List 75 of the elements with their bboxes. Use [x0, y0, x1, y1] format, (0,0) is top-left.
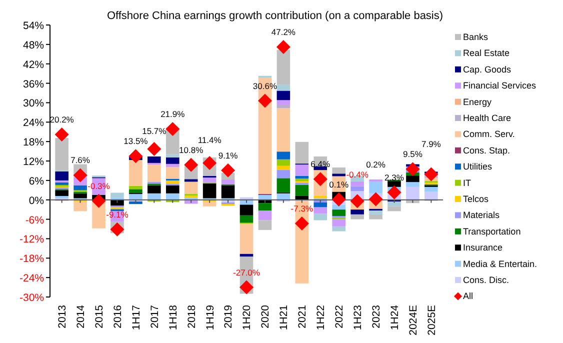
legend-label: Health Care — [463, 113, 512, 123]
data-label: -7.3% — [290, 203, 314, 214]
y-tick-label: 36% — [22, 78, 44, 90]
data-label: 2.3% — [384, 172, 404, 182]
data-label: 6.4% — [310, 159, 330, 170]
y-tick-label: 30% — [22, 98, 44, 110]
y-tick-label: 24% — [22, 117, 44, 130]
data-label: -0.3% — [88, 180, 110, 191]
data-label: 47.2% — [271, 27, 296, 38]
data-label: -0.4% — [346, 170, 369, 180]
legend-label: Real Estate — [463, 48, 510, 58]
x-tick-label: 1H18 — [167, 304, 180, 330]
legend-label: Transportation — [463, 226, 521, 236]
legend-label: Media & Entertain. — [463, 258, 538, 269]
y-tick-label: 48% — [22, 39, 44, 52]
x-tick-label: 1H20 — [241, 304, 254, 330]
y-tick-label: 6% — [28, 175, 44, 188]
data-label: 13.5% — [124, 136, 148, 146]
x-tick-label: 2014 — [74, 304, 87, 328]
y-tick-label: 18% — [22, 136, 44, 149]
y-tick-label: 54% — [22, 20, 44, 32]
x-tick-label: 2015 — [93, 304, 106, 328]
data-label: 10.8% — [179, 144, 204, 155]
legend-label: Telcos — [463, 194, 490, 204]
x-tick-label: 1H23 — [352, 304, 364, 330]
legend-label: IT — [463, 178, 472, 188]
x-tick-label: 2017 — [148, 304, 161, 328]
x-tick-label: 2023 — [370, 304, 382, 328]
data-label: 9.1% — [218, 150, 238, 160]
legend-label: All — [463, 291, 474, 302]
x-tick-label: 2019 — [222, 304, 235, 328]
x-tick-label: 1H21 — [278, 304, 290, 330]
x-tick-label: 2021 — [296, 304, 309, 328]
legend-label: Utilities — [463, 162, 493, 172]
data-label: 7.6% — [70, 155, 90, 166]
data-label: 0.2% — [366, 160, 386, 170]
y-tick-label: -6% — [25, 214, 44, 226]
data-label: 11.4% — [198, 134, 222, 145]
data-label: 21.9% — [160, 108, 186, 119]
x-tick-label: 2020 — [260, 304, 272, 328]
legend-label: Insurance — [463, 242, 503, 253]
data-label: 20.2% — [50, 114, 74, 124]
legend-label: Banks — [463, 32, 489, 42]
legend-label: Cons. Stap. — [463, 145, 510, 156]
data-label: 30.6% — [252, 80, 278, 91]
legend-label: Cap. Goods — [463, 64, 512, 74]
y-tick-label: -18% — [19, 253, 44, 266]
legend-label: Energy — [463, 96, 492, 107]
legend-label: Materials — [463, 210, 500, 220]
data-label: -9.1% — [106, 209, 129, 220]
y-tick-label: -24% — [19, 272, 44, 285]
x-tick-label: 2018 — [186, 304, 198, 328]
y-tick-label: 12% — [22, 156, 44, 168]
y-tick-label: 42% — [22, 58, 44, 71]
x-tick-label: 2016 — [112, 304, 124, 328]
legend-label: Comm. Serv. — [463, 129, 515, 140]
x-tick-label: 1H17 — [130, 304, 142, 330]
data-label: 7.9% — [421, 139, 442, 150]
x-tick-label: 2013 — [56, 304, 68, 328]
y-tick-label: -12% — [19, 234, 44, 246]
x-tick-label: 1H19 — [204, 304, 216, 330]
legend-label: Financial Services — [463, 80, 537, 91]
x-tick-label: 1H24 — [388, 304, 401, 330]
y-tick-label: 0% — [28, 194, 44, 207]
x-tick-label: 2022 — [334, 304, 346, 328]
x-tick-label: 1H22 — [315, 304, 328, 330]
chart-title: Offshore China earnings growth contribution (on a comparable basis) — [106, 10, 444, 22]
data-label: 15.7% — [142, 126, 167, 136]
y-tick-label: -30% — [19, 292, 44, 304]
x-tick-label: 2024E — [407, 305, 420, 336]
legend-label: Cons. Disc. — [463, 275, 510, 285]
x-tick-label: 2025E — [426, 305, 438, 336]
data-label: -27.0% — [233, 267, 260, 278]
data-label: 0.1% — [329, 180, 349, 190]
data-label: 9.5% — [403, 149, 423, 160]
